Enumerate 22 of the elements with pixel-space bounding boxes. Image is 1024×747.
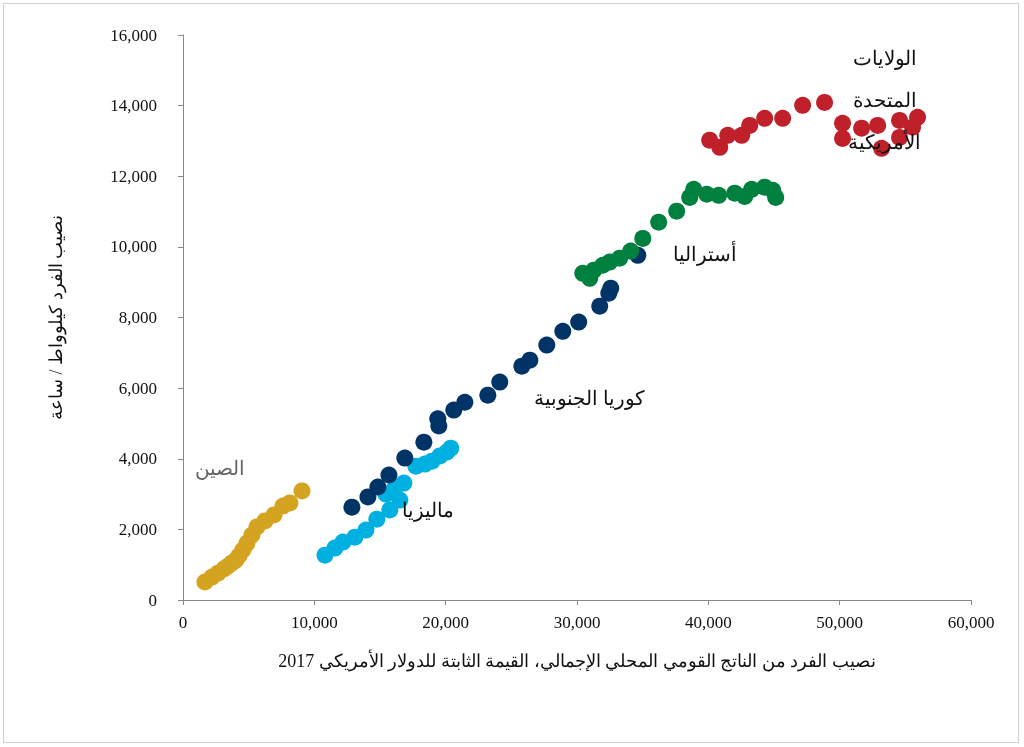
series-label: ماليزيا <box>401 499 454 523</box>
x-tick-label: 40,000 <box>684 613 732 632</box>
x-tick-label: 0 <box>178 613 188 632</box>
x-tick-label: 10,000 <box>290 613 338 632</box>
y-tick-label: 0 <box>148 590 157 610</box>
series-label: الصين <box>194 456 245 480</box>
y-axis-title: نصيب الفرد كيلوواط / ساعة <box>46 214 67 421</box>
y-tick-label: 4,000 <box>118 449 157 469</box>
y-tick-label: 6,000 <box>118 378 157 398</box>
series-label: كوريا الجنوبية <box>534 387 646 411</box>
y-tick-label: 8,000 <box>118 308 157 327</box>
x-tick-label: 20,000 <box>422 613 470 632</box>
x-axis-title: نصيب الفرد من الناتج القومي المحلي الإجمالي، القيمة الثابتة للدولار الأمريكي 2017 <box>278 649 876 672</box>
y-tick-label: 14,000 <box>110 96 157 116</box>
y-tick-label: 16,000 <box>110 25 157 45</box>
y-tick-label: 12,000 <box>110 166 157 186</box>
y-tick-label: 2,000 <box>118 519 157 539</box>
x-tick-label: 30,000 <box>553 613 601 632</box>
x-tick-label: 60,000 <box>947 613 995 632</box>
y-tick-label: 10,000 <box>110 237 157 257</box>
x-tick-label: 50,000 <box>816 613 864 632</box>
series-label: أستراليا <box>672 240 737 267</box>
